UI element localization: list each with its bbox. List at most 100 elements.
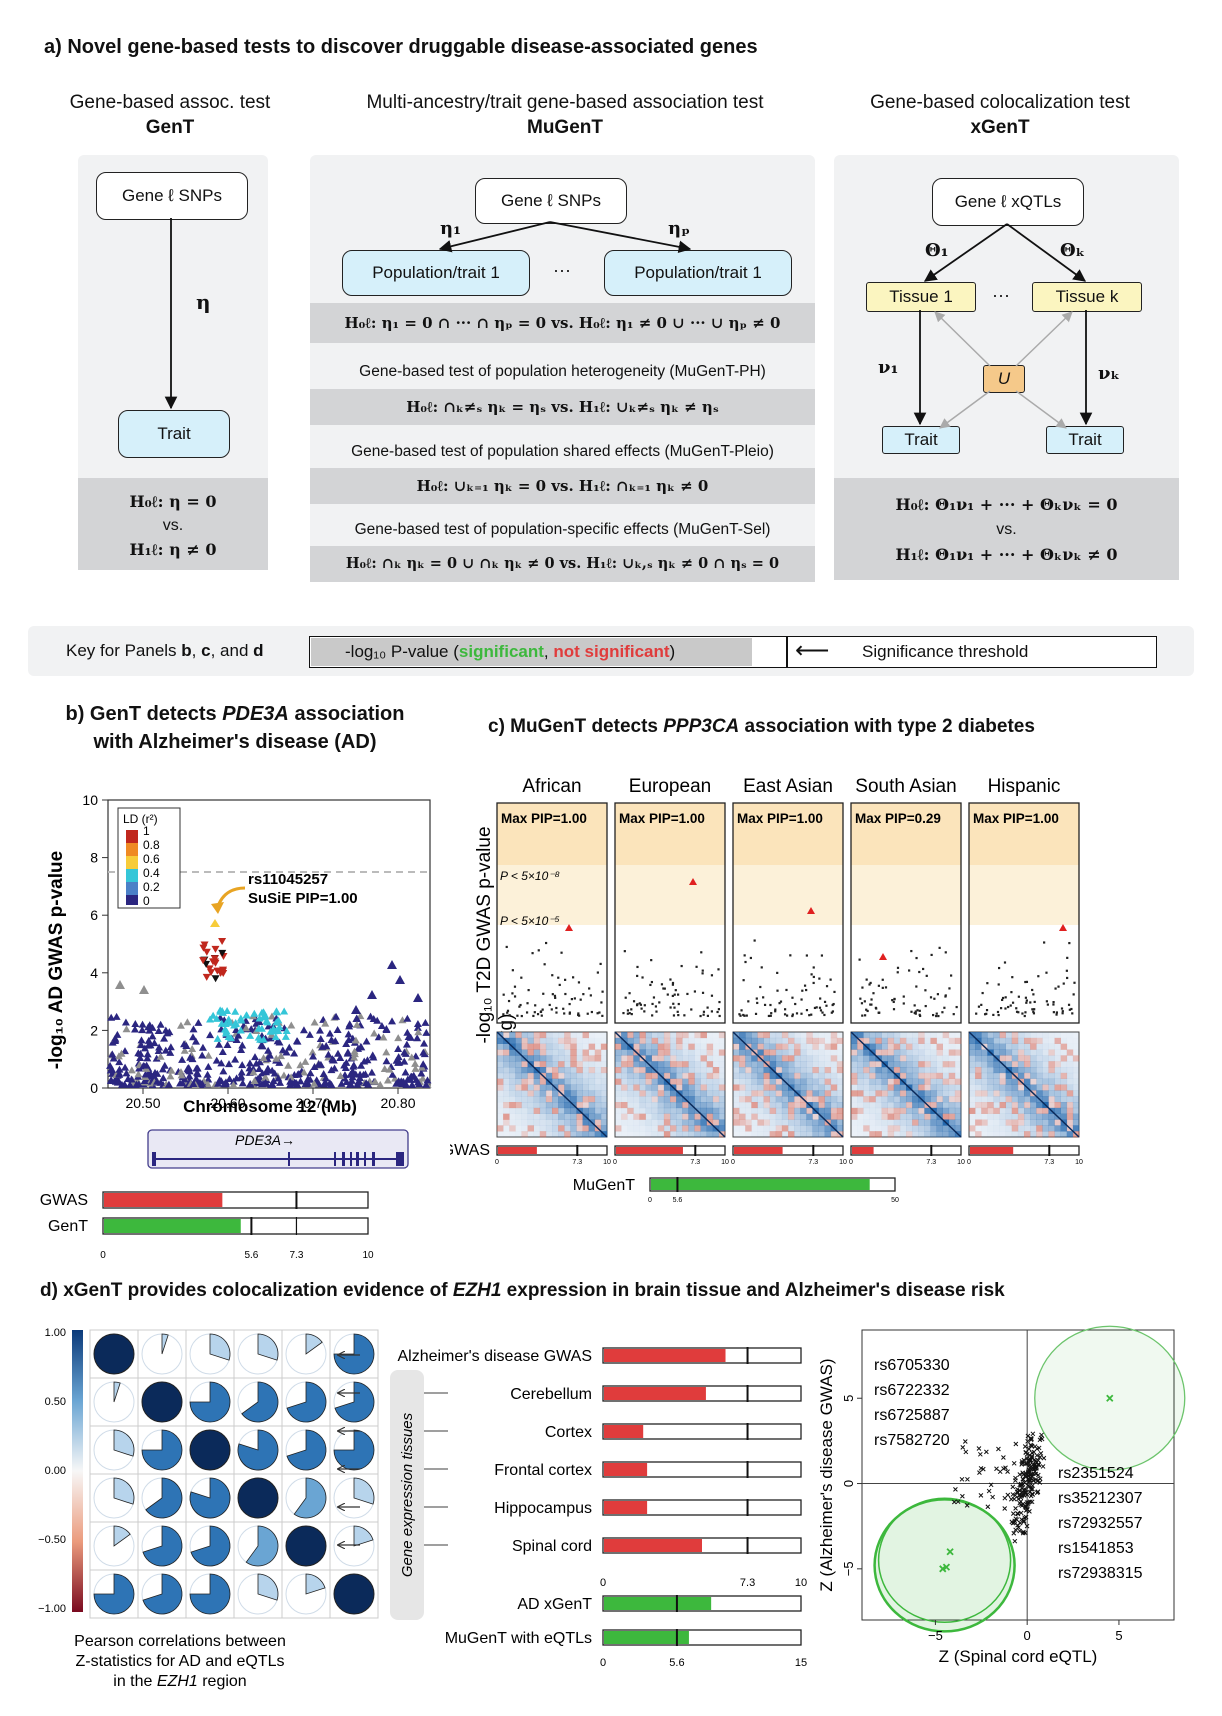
panel-c-ld-cell	[800, 1090, 807, 1097]
panel-c-point	[582, 993, 585, 996]
scatter-point	[1037, 1437, 1043, 1443]
panel-b-point	[271, 1033, 280, 1041]
panel-c-ld-cell	[733, 1119, 740, 1126]
panel-c-ld-cell	[1017, 1032, 1025, 1039]
xgent-header: Gene-based colocalization test xGenT	[830, 90, 1170, 140]
panel-c-ld-cell	[975, 1043, 982, 1050]
panel-c-ld-cell	[600, 1113, 608, 1120]
panel-c-ld-cell	[521, 1084, 528, 1091]
key-sep1: ,	[191, 641, 202, 660]
panel-c-ld-cell	[600, 1055, 608, 1062]
panel-c-ld-cell	[694, 1102, 701, 1109]
panel-c-point	[975, 1012, 978, 1015]
panel-c-ld-cell	[700, 1055, 707, 1062]
panel-c-point	[789, 954, 792, 957]
panel-c-band-8	[733, 803, 843, 865]
panel-c-ld-cell	[830, 1061, 838, 1068]
panel-c-ld-cell	[800, 1032, 807, 1039]
panel-c-ld-cell	[1017, 1084, 1025, 1091]
panel-c-ld-cell	[521, 1043, 528, 1050]
scatter-point	[1017, 1472, 1023, 1477]
panel-c-point	[717, 968, 720, 971]
xgent-node-tissuek: Tissue k	[1032, 282, 1142, 312]
panel-b-point	[183, 1018, 192, 1026]
panel-c-ld-cell	[663, 1049, 671, 1056]
panel-c-point	[985, 1009, 989, 1012]
panel-c-lead-snp	[565, 924, 573, 931]
panel-c-ld-cell	[781, 1107, 789, 1114]
panel-b-point	[326, 1080, 335, 1088]
panel-c-point	[650, 959, 653, 962]
panel-b-bar-tick: 7.3	[289, 1250, 303, 1260]
panel-c-ld-cell	[769, 1131, 777, 1138]
panel-c-ld-cell	[503, 1119, 510, 1126]
panel-b-point	[193, 1068, 202, 1076]
mugent-header-line1: Multi-ancestry/trait gene-based associat…	[366, 92, 764, 113]
panel-d-test-label: MuGenT with eQTLs	[445, 1630, 592, 1647]
gent-header: Gene-based assoc. test GenT	[60, 90, 280, 140]
panel-c-title-post: association with type 2 diabetes	[739, 716, 1035, 737]
panel-c-ld-cell	[633, 1061, 640, 1068]
panel-c-ld-cell	[682, 1049, 689, 1056]
panel-c-ld-cell	[969, 1113, 976, 1120]
panel-c-ld-cell	[948, 1037, 956, 1044]
panel-c-ld-cell	[600, 1043, 608, 1050]
panel-c-point	[596, 1012, 599, 1015]
panel-c-ld-cell	[497, 1043, 504, 1050]
panel-c-ld-cell	[924, 1090, 931, 1097]
panel-c-ld-cell	[545, 1107, 553, 1114]
panel-c-ld-cell	[570, 1131, 577, 1138]
panel-c-ld-cell	[800, 1067, 807, 1074]
panel-c-ld-cell	[800, 1037, 807, 1044]
panel-c-ld-cell	[1073, 1050, 1079, 1056]
panel-c-ld-cell	[875, 1107, 882, 1114]
panel-c-ld-cell	[757, 1119, 764, 1126]
panel-c-ld-cell	[564, 1084, 571, 1091]
panel-c-point	[861, 986, 864, 989]
key-sep2: , and	[210, 641, 254, 660]
panel-b-point	[254, 1024, 263, 1032]
panel-c-ld-cell	[981, 1067, 988, 1074]
panel-c-ld-cell	[851, 1078, 858, 1085]
panel-c-ld-cell	[588, 1102, 596, 1109]
panel-c-ld-cell	[1005, 1037, 1013, 1044]
panel-c-point	[630, 1012, 633, 1016]
panel-c-point	[740, 1009, 743, 1012]
panel-c-ld-cell	[564, 1119, 571, 1126]
panel-c-point	[520, 1014, 523, 1018]
panel-b-point	[177, 1071, 186, 1079]
panel-c-ld-cell	[633, 1084, 640, 1091]
panel-c-ld-cell	[621, 1090, 628, 1097]
panel-c-ld-cell	[893, 1107, 901, 1114]
panel-b-point	[400, 1048, 409, 1056]
panel-b-point	[391, 1074, 400, 1082]
scatter-point	[1017, 1500, 1023, 1506]
panel-b-point	[164, 1080, 173, 1088]
panel-c-point	[996, 1010, 1000, 1014]
panel-c-ld-cell	[899, 1037, 907, 1044]
panel-c-point	[1067, 1003, 1071, 1006]
panel-c-ld-diagonal	[732, 1031, 844, 1138]
panel-c-ld-cell	[718, 1067, 726, 1074]
panel-c-ld-cell	[794, 1043, 801, 1050]
panel-c-ld-cell	[582, 1067, 589, 1074]
panel-c-point	[519, 1003, 522, 1007]
panel-c-ld-cell	[781, 1119, 789, 1126]
panel-c-point	[795, 1012, 799, 1015]
panel-c-ld-cell	[1054, 1032, 1061, 1039]
panel-c-ld-cell	[533, 1037, 541, 1044]
panel-c-ld-cell	[621, 1072, 628, 1079]
panel-b-point	[402, 1040, 411, 1048]
panel-c-ld-cell	[503, 1032, 510, 1039]
panel-c-ld-cell	[987, 1096, 994, 1103]
panel-c-ld-cell	[863, 1067, 870, 1074]
panel-c-ld-cell	[825, 1032, 831, 1038]
panel-c-ld-cell	[712, 1084, 720, 1091]
panel-c-ld-cell	[706, 1125, 714, 1132]
panel-c-point	[977, 1005, 981, 1008]
panel-c-gwas-bar-fill	[616, 1147, 683, 1154]
panel-c-ld-cell	[576, 1043, 583, 1050]
panel-c-ld-cell	[969, 1107, 976, 1114]
xgent-node-xqtls: Gene ℓ xQTLs	[932, 178, 1084, 226]
panel-c-ld-cell	[515, 1055, 522, 1062]
